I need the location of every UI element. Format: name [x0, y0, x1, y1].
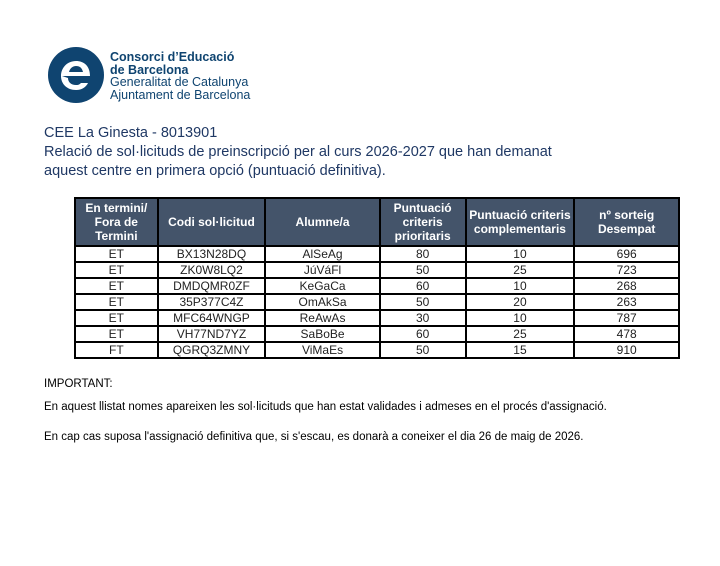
brand-line1: Consorci d’Educació — [110, 50, 235, 64]
table-cell: AlSeAg — [264, 245, 381, 263]
table-cell: 10 — [464, 277, 576, 295]
document-title: CEE La Ginesta - 8013901 Relació de sol·… — [44, 124, 552, 181]
table-cell: 15 — [464, 341, 576, 359]
column-header: Puntuació criteris complementaris — [464, 197, 576, 247]
title-line2: Relació de sol·licituds de preinscripció… — [44, 144, 552, 160]
table-cell: ET — [74, 245, 159, 263]
title-line3: aquest centre en primera opció (puntuaci… — [44, 163, 386, 179]
table-cell: 696 — [573, 245, 680, 263]
table-cell: FT — [74, 341, 159, 359]
table-cell: MFC64WNGP — [156, 309, 267, 327]
table-cell: 35P377C4Z — [156, 293, 267, 311]
table-row: ET 35P377C4Z OmAkSa 50 20 263 — [74, 293, 680, 311]
table-cell: QGRQ3ZMNY — [156, 341, 267, 359]
brand-line2: de Barcelona — [110, 62, 189, 77]
column-header: nº sorteig Desempat — [573, 197, 680, 247]
table-cell: 30 — [378, 309, 467, 327]
brand-line3: Generalitat de Catalunya — [110, 75, 249, 89]
table-cell: 787 — [573, 309, 680, 327]
brand-line4: Ajuntament de Barcelona — [110, 87, 251, 102]
table-cell: 10 — [464, 245, 576, 263]
table-cell: ReAwAs — [264, 309, 381, 327]
table-cell: 25 — [464, 261, 576, 279]
table-cell: 50 — [378, 293, 467, 311]
table-cell: 80 — [378, 245, 467, 263]
table-cell: ET — [74, 277, 159, 295]
table-cell: 50 — [378, 261, 467, 279]
table-cell: 478 — [573, 325, 680, 343]
table-cell: ET — [74, 261, 159, 279]
column-header: Puntuació criteris prioritaris — [378, 197, 467, 247]
notes-section: IMPORTANT: En aquest llistat nomes apare… — [44, 378, 607, 443]
column-header: Alumne/a — [264, 197, 381, 247]
table-cell: ZK0W8LQ2 — [156, 261, 267, 279]
table-cell: VH77ND7YZ — [156, 325, 267, 343]
notes-heading: IMPORTANT: — [44, 378, 113, 390]
table-cell: ET — [74, 309, 159, 327]
title-line1: CEE La Ginesta - 8013901 — [44, 125, 218, 141]
table-cell: 20 — [464, 293, 576, 311]
table-row: ET ZK0W8LQ2 JúVáFl 50 25 723 — [74, 261, 680, 279]
table-cell: ET — [74, 293, 159, 311]
table-row: ET BX13N28DQ AlSeAg 80 10 696 — [74, 245, 680, 263]
table-cell: 723 — [573, 261, 680, 279]
table-cell: OmAkSa — [264, 293, 381, 311]
brand-text: Consorci d’Educació de Barcelona General… — [110, 51, 250, 101]
table-cell: 263 — [573, 293, 680, 311]
table-cell: DMDQMR0ZF — [156, 277, 267, 295]
table-cell: 910 — [573, 341, 680, 359]
table-row: ET DMDQMR0ZF KeGaCa 60 10 268 — [74, 277, 680, 295]
table-cell: 268 — [573, 277, 680, 295]
table-cell: 60 — [378, 277, 467, 295]
notes-paragraph-2: En cap cas suposa l'assignació definitiv… — [44, 431, 584, 443]
column-header: Codi sol·licitud — [156, 197, 267, 247]
consorci-logo-icon — [48, 47, 104, 103]
column-header: En termini/ Fora de Termini — [74, 197, 159, 247]
table-cell: 60 — [378, 325, 467, 343]
table-cell: ET — [74, 325, 159, 343]
table-row: ET MFC64WNGP ReAwAs 30 10 787 — [74, 309, 680, 327]
table-row: FT QGRQ3ZMNY ViMaEs 50 15 910 — [74, 341, 680, 359]
applications-table: En termini/ Fora de Termini Codi sol·lici… — [74, 197, 680, 359]
table-cell: JúVáFl — [264, 261, 381, 279]
table-cell: ViMaEs — [264, 341, 381, 359]
table-cell: SaBoBe — [264, 325, 381, 343]
table-cell: KeGaCa — [264, 277, 381, 295]
table-cell: 25 — [464, 325, 576, 343]
table-cell: 50 — [378, 341, 467, 359]
table-cell: BX13N28DQ — [156, 245, 267, 263]
table-cell: 10 — [464, 309, 576, 327]
table-row: ET VH77ND7YZ SaBoBe 60 25 478 — [74, 325, 680, 343]
notes-paragraph-1: En aquest llistat nomes apareixen les so… — [44, 401, 607, 413]
